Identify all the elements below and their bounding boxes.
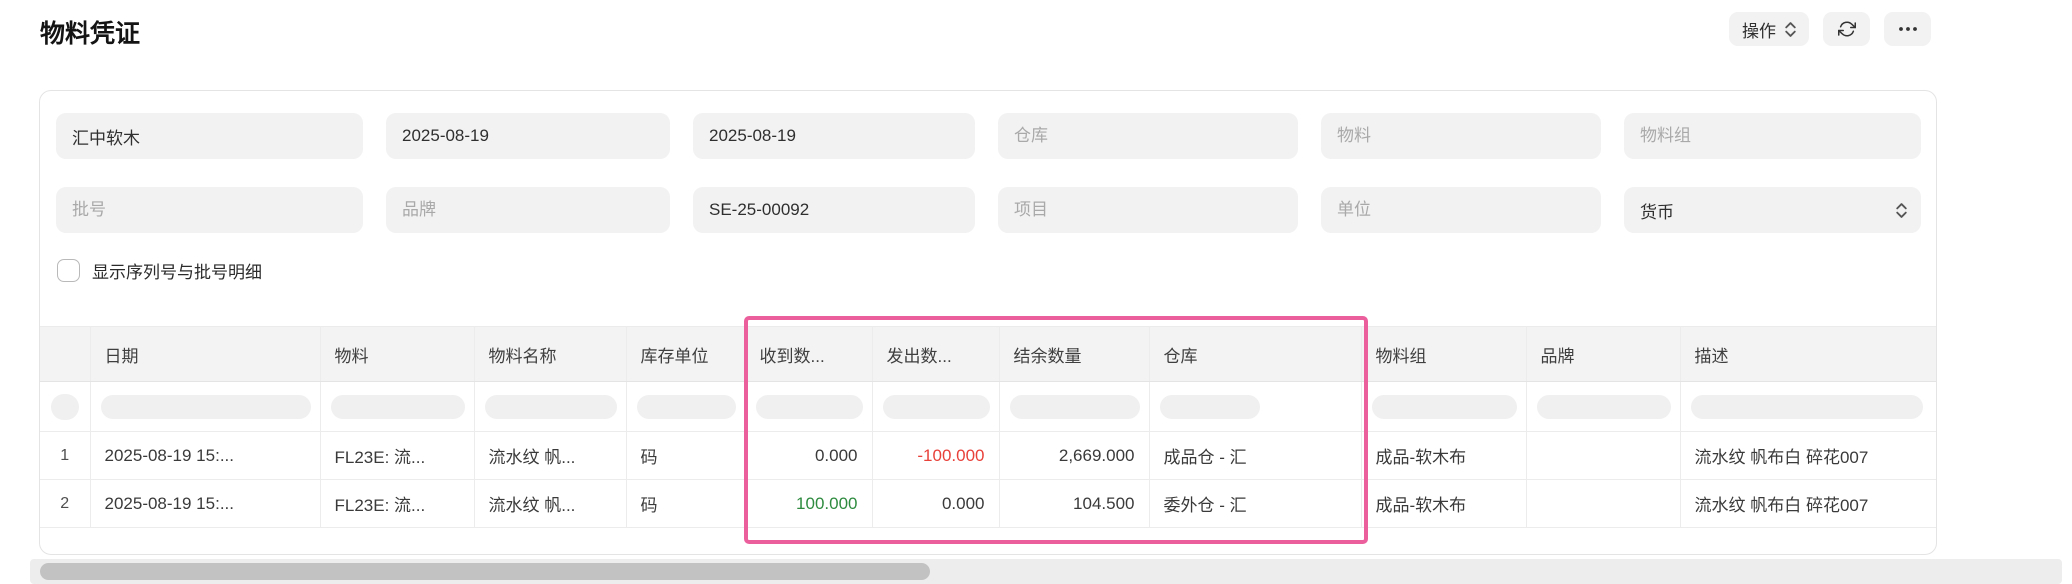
cell-description: 流水纹 帆布白 碎花007 bbox=[1680, 479, 1936, 528]
table-row[interactable]: 1 2025-08-19 15:... FL23E: 流... 流水纹 帆...… bbox=[40, 431, 1936, 480]
batch-filter-input[interactable] bbox=[56, 187, 363, 233]
filter-row-2: 货币 bbox=[56, 187, 1921, 233]
cell-uom: 码 bbox=[626, 479, 746, 528]
refresh-icon bbox=[1837, 20, 1856, 38]
report-card: 货币 显示序列号与批号明细 日期 物料 物料名称 bbox=[39, 90, 1937, 555]
show-serial-batch-checkbox[interactable] bbox=[57, 259, 80, 282]
action-menu-button[interactable]: 操作 bbox=[1729, 12, 1809, 46]
item-filter-pill[interactable] bbox=[330, 394, 465, 419]
table-header-row: 日期 物料 物料名称 库存单位 收到数... 发出数... 结余数量 仓库 物料… bbox=[40, 326, 1936, 382]
col-header-description[interactable]: 描述 bbox=[1680, 326, 1936, 382]
item-group-filter-input[interactable] bbox=[1624, 113, 1921, 159]
col-header-issued-qty[interactable]: 发出数... bbox=[872, 326, 1000, 382]
table-filter-row bbox=[40, 381, 1936, 432]
cell-warehouse: 委外仓 - 汇 bbox=[1149, 479, 1362, 528]
toolbar: 操作 bbox=[1729, 12, 1931, 46]
col-header-date[interactable]: 日期 bbox=[90, 326, 321, 382]
brand-filter-pill[interactable] bbox=[1536, 394, 1671, 419]
cell-brand bbox=[1526, 431, 1681, 480]
from-date-input[interactable] bbox=[386, 113, 670, 159]
cell-brand bbox=[1526, 479, 1681, 528]
currency-select-label: 货币 bbox=[1640, 202, 1674, 222]
material-ledger-table: 日期 物料 物料名称 库存单位 收到数... 发出数... 结余数量 仓库 物料… bbox=[40, 326, 1936, 528]
cell-received-qty: 0.000 bbox=[745, 431, 873, 480]
currency-select[interactable]: 货币 bbox=[1624, 187, 1921, 233]
more-button[interactable] bbox=[1884, 12, 1931, 46]
voucher-filter-input[interactable] bbox=[693, 187, 975, 233]
chevron-up-down-icon bbox=[1785, 21, 1796, 37]
received-filter-pill[interactable] bbox=[755, 394, 863, 419]
chevron-up-down-icon bbox=[1896, 202, 1907, 218]
item-name-filter-pill[interactable] bbox=[484, 394, 617, 419]
cell-issued-qty: -100.000 bbox=[872, 431, 1000, 480]
uom-filter-input[interactable] bbox=[1321, 187, 1601, 233]
horizontal-scrollbar-track[interactable] bbox=[30, 559, 2062, 584]
col-header-received-qty[interactable]: 收到数... bbox=[745, 326, 873, 382]
col-header-balance-qty[interactable]: 结余数量 bbox=[999, 326, 1150, 382]
issued-filter-pill[interactable] bbox=[882, 394, 990, 419]
cell-item-name: 流水纹 帆... bbox=[474, 479, 627, 528]
show-serial-batch-row: 显示序列号与批号明细 bbox=[57, 258, 262, 283]
cell-item-group: 成品-软木布 bbox=[1361, 431, 1527, 480]
show-serial-batch-label: 显示序列号与批号明细 bbox=[92, 263, 262, 282]
project-filter-input[interactable] bbox=[998, 187, 1298, 233]
cell-item: FL23E: 流... bbox=[320, 431, 475, 480]
row-seq: 1 bbox=[40, 431, 91, 480]
company-filter-input[interactable] bbox=[56, 113, 363, 159]
col-header-warehouse[interactable]: 仓库 bbox=[1149, 326, 1362, 382]
cell-received-qty: 100.000 bbox=[745, 479, 873, 528]
col-header-item-name[interactable]: 物料名称 bbox=[474, 326, 627, 382]
ellipsis-icon bbox=[1898, 26, 1918, 32]
cell-item-group: 成品-软木布 bbox=[1361, 479, 1527, 528]
col-header-uom[interactable]: 库存单位 bbox=[626, 326, 746, 382]
date-filter-pill[interactable] bbox=[100, 394, 311, 419]
row-seq: 2 bbox=[40, 479, 91, 528]
cell-balance-qty: 104.500 bbox=[999, 479, 1150, 528]
cell-item-name: 流水纹 帆... bbox=[474, 431, 627, 480]
cell-balance-qty: 2,669.000 bbox=[999, 431, 1150, 480]
cell-item: FL23E: 流... bbox=[320, 479, 475, 528]
cell-issued-qty: 0.000 bbox=[872, 479, 1000, 528]
cell-warehouse: 成品仓 - 汇 bbox=[1149, 431, 1362, 480]
uom-filter-pill[interactable] bbox=[636, 394, 736, 419]
cell-description: 流水纹 帆布白 碎花007 bbox=[1680, 431, 1936, 480]
filter-row-1 bbox=[56, 113, 1921, 159]
cell-date: 2025-08-19 15:... bbox=[90, 431, 321, 480]
action-menu-label: 操作 bbox=[1742, 21, 1776, 41]
description-filter-pill[interactable] bbox=[1690, 394, 1923, 419]
seq-filter-pill[interactable] bbox=[50, 393, 79, 420]
horizontal-scrollbar-thumb[interactable] bbox=[40, 563, 930, 580]
warehouse-filter-pill[interactable] bbox=[1159, 394, 1260, 419]
col-header-item[interactable]: 物料 bbox=[320, 326, 475, 382]
refresh-button[interactable] bbox=[1823, 12, 1870, 46]
page-title: 物料凭证 bbox=[40, 20, 141, 48]
warehouse-filter-input[interactable] bbox=[998, 113, 1298, 159]
cell-date: 2025-08-19 15:... bbox=[90, 479, 321, 528]
table-row[interactable]: 2 2025-08-19 15:... FL23E: 流... 流水纹 帆...… bbox=[40, 479, 1936, 528]
item-filter-input[interactable] bbox=[1321, 113, 1601, 159]
cell-uom: 码 bbox=[626, 431, 746, 480]
col-header-seq bbox=[40, 326, 91, 382]
col-header-brand[interactable]: 品牌 bbox=[1526, 326, 1681, 382]
brand-filter-input[interactable] bbox=[386, 187, 670, 233]
col-header-item-group[interactable]: 物料组 bbox=[1361, 326, 1527, 382]
item-group-filter-pill[interactable] bbox=[1371, 394, 1517, 419]
balance-filter-pill[interactable] bbox=[1009, 394, 1140, 419]
to-date-input[interactable] bbox=[693, 113, 975, 159]
